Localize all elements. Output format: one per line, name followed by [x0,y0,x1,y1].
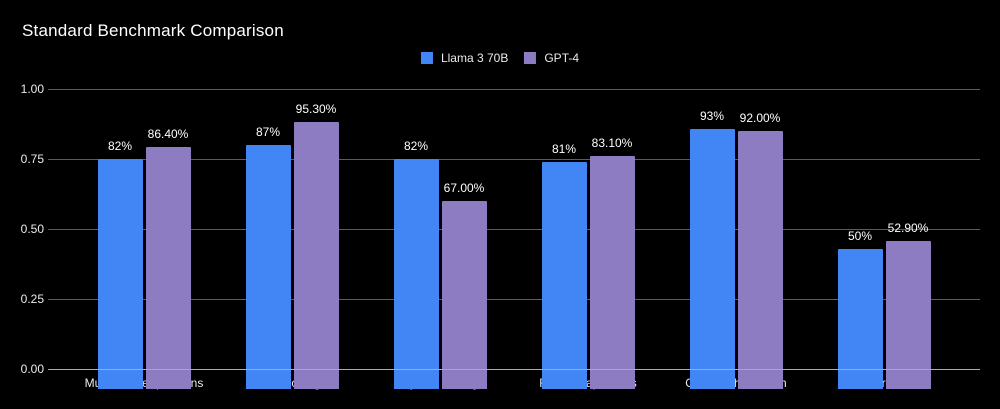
bar-gpt4-5: 52.90% [885,221,931,389]
bar-llama-2: 82% [393,139,439,389]
bar-gpt4-1: 95.30% [293,102,339,389]
y-tick-label: 0.75 [20,152,44,166]
bar-gpt4-4: 92.00% [737,111,783,389]
legend-swatch-llama-icon [420,52,433,64]
bar-llama-5: 50% [837,229,883,389]
plot-area: 0.00 0.25 0.50 0.75 1.00 82% 86.40% Multi-choic… [0,82,1000,390]
legend-label-llama: Llama 3 70B [440,51,509,65]
y-tick-label: 0.00 [20,362,44,376]
gridline [48,229,980,230]
gridline [48,299,980,300]
data-label: 92.00% [739,111,781,126]
gridline [48,159,980,160]
y-tick-label: 0.25 [20,292,44,306]
data-label: 93% [699,108,725,123]
data-label: 95.30% [295,102,337,117]
data-label: 81% [551,142,577,157]
bar-llama-1: 87% [245,125,291,389]
bar-gpt4-0: 86.40% [145,127,191,389]
legend-label-gpt4: GPT-4 [544,51,580,65]
data-label: 50% [847,229,873,243]
bar-llama-4: 93% [689,109,735,389]
x-axis-baseline [48,369,980,370]
legend-item-llama: Llama 3 70B [420,51,509,65]
data-label: 67.00% [443,181,485,196]
legend-swatch-gpt4-icon [524,52,537,64]
data-label: 86.40% [147,127,189,142]
bar-llama-3: 81% [541,142,587,389]
data-label: 82% [403,139,429,154]
data-label: 87% [255,125,281,140]
y-tick-label: 0.50 [20,222,44,236]
chart-title: Standard Benchmark Comparison [22,21,284,40]
bar-gpt4-3: 83.10% [589,136,635,389]
legend-item-gpt4: GPT-4 [524,51,579,65]
data-label: 82% [107,139,133,154]
data-label: 83.10% [591,136,633,151]
bar-gpt4-2: 67.00% [441,181,487,389]
legend: Llama 3 70B GPT-4 [420,51,579,65]
y-tick-label: 1.00 [20,82,44,96]
gridline [48,89,980,90]
bar-llama-0: 82% [97,139,143,389]
data-label: 52.90% [887,220,929,235]
